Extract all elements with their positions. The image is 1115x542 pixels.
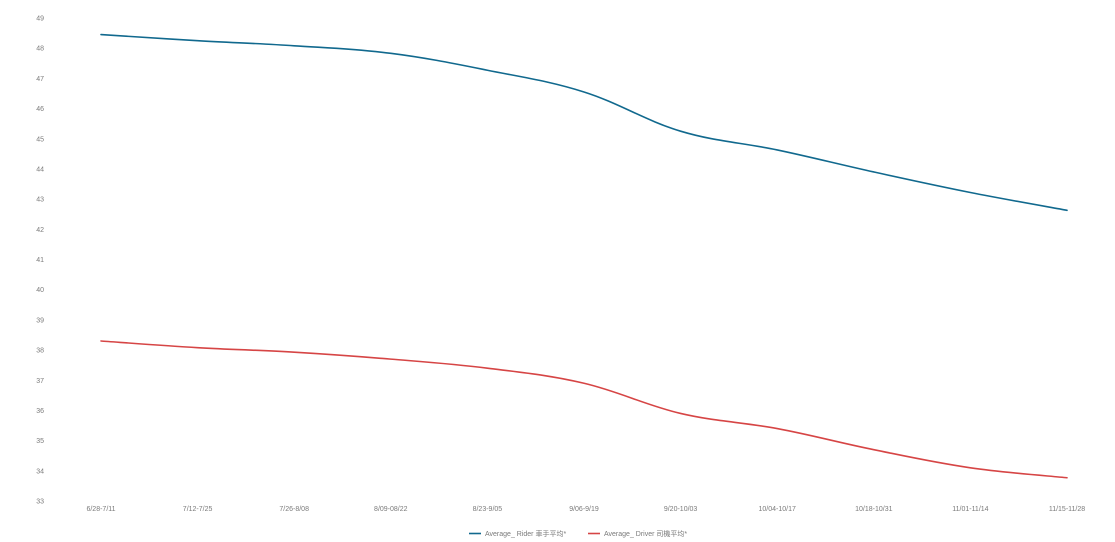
y-tick-label: 39 — [36, 317, 44, 324]
x-tick-label: 10/04-10/17 — [759, 506, 796, 513]
y-tick-label: 49 — [36, 16, 44, 23]
legend-label: Average_ Driver 司機平均* — [604, 529, 687, 538]
legend-label: Average_ Rider 車手平均* — [485, 529, 566, 538]
series-line-rider-average[interactable] — [100, 33, 1068, 212]
y-tick-label: 43 — [36, 197, 44, 204]
y-axis-ticks: 33 34 35 36 37 38 39 40 41 42 43 44 45 46 47 48 49 — [36, 16, 44, 506]
x-tick-label: 7/26-8/08 — [279, 506, 309, 513]
x-tick-label: 6/28-7/11 — [86, 506, 115, 513]
y-tick-label: 36 — [36, 408, 44, 415]
x-tick-label: 8/23-9/05 — [473, 506, 503, 513]
y-tick-label: 42 — [36, 227, 44, 234]
x-axis-ticks: 6/28-7/11 7/12-7/25 7/26-8/08 8/09-08/22 8/2… — [86, 506, 1085, 513]
x-tick-label: 9/20-10/03 — [664, 506, 698, 513]
x-tick-label: 11/15-11/28 — [1049, 506, 1085, 513]
x-tick-label: 10/18-10/31 — [855, 506, 892, 513]
y-tick-label: 37 — [36, 378, 44, 385]
x-tick-label: 8/09-08/22 — [374, 506, 408, 513]
y-tick-label: 35 — [36, 438, 44, 445]
series-lines — [100, 33, 1068, 479]
y-tick-label: 47 — [36, 76, 44, 83]
y-tick-label: 41 — [36, 257, 44, 264]
series-line-driver-average[interactable] — [100, 340, 1068, 479]
y-tick-label: 40 — [36, 287, 44, 294]
legend: Average_ Rider 車手平均* Average_ Driver 司機平均… — [469, 529, 687, 538]
y-tick-label: 34 — [36, 468, 44, 475]
x-tick-label: 9/06-9/19 — [569, 506, 599, 513]
x-tick-label: 11/01-11/14 — [952, 506, 988, 513]
y-tick-label: 33 — [36, 499, 44, 506]
x-tick-label: 7/12-7/25 — [183, 506, 213, 513]
y-tick-label: 44 — [36, 166, 44, 173]
y-tick-label: 46 — [36, 106, 44, 113]
y-tick-label: 38 — [36, 348, 44, 355]
y-tick-label: 48 — [36, 46, 44, 53]
y-tick-label: 45 — [36, 136, 44, 143]
